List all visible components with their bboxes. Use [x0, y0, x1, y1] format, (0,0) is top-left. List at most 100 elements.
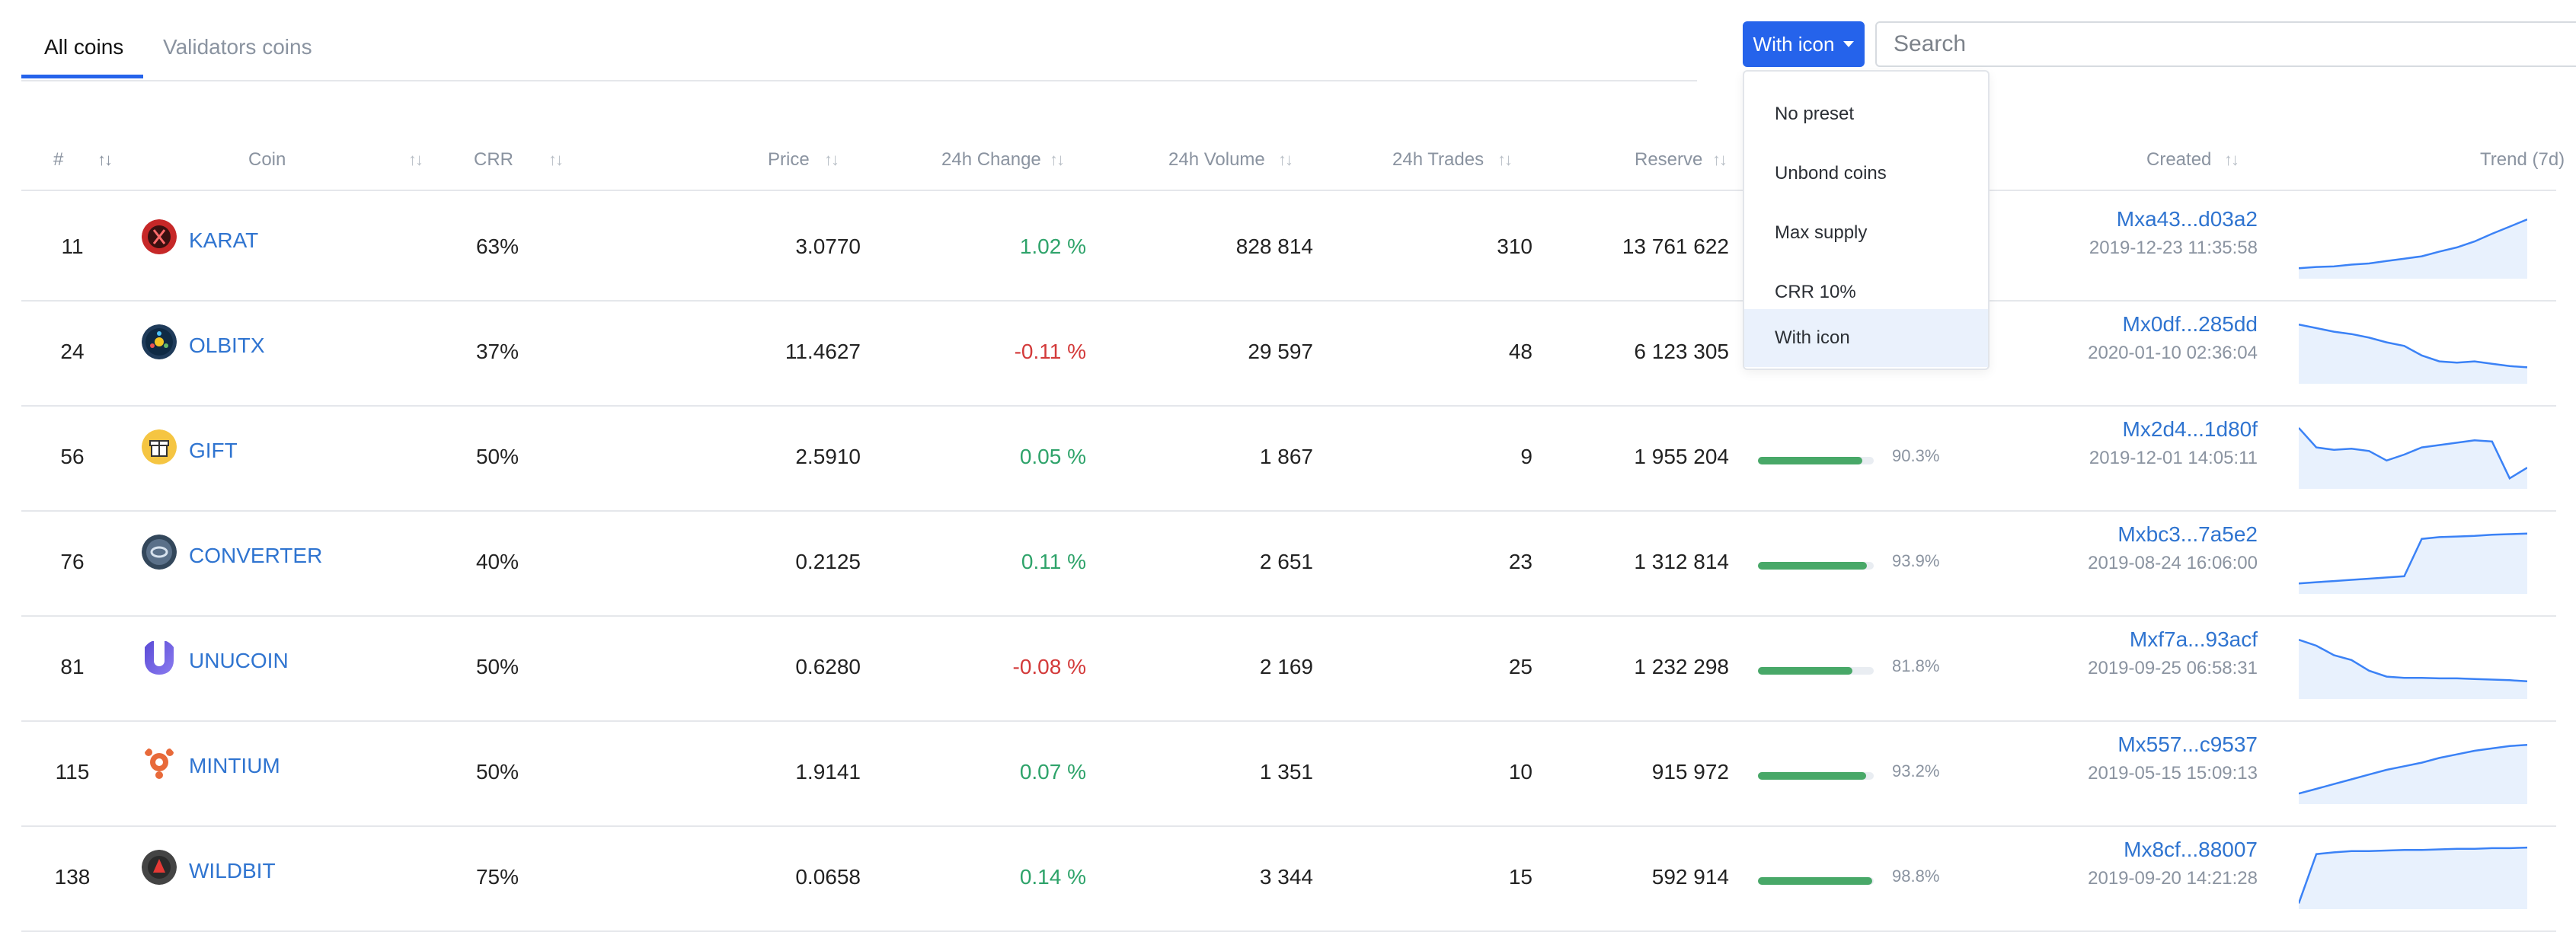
- table-row[interactable]: 115 MINTIUM 50% 1.9141 0.07 % 1 351 10 915 972 9…: [21, 720, 2556, 827]
- crr-cell: 50%: [475, 760, 519, 784]
- volume-cell: 2 651: [1259, 550, 1313, 573]
- volume-cell: 1 351: [1259, 760, 1313, 784]
- price-cell: 1.9141: [795, 760, 861, 784]
- supply-progress-bar: [1758, 877, 1874, 885]
- coin-link[interactable]: CONVERTER: [189, 544, 323, 567]
- creator-address-link[interactable]: Mx2d4...1d80f: [2122, 417, 2258, 441]
- created-date: 2019-12-01 14:05:11: [2089, 448, 2258, 468]
- header-trend: Trend (7d): [2480, 149, 2565, 170]
- price-cell: 0.6280: [795, 655, 861, 678]
- search-input[interactable]: [1875, 21, 2576, 67]
- price-cell: 11.4627: [785, 340, 861, 363]
- crr-cell: 40%: [475, 550, 519, 573]
- header-reserve[interactable]: Reserve: [1635, 149, 1703, 170]
- unucoin-coin-icon: [142, 640, 177, 675]
- header-price[interactable]: Price: [768, 149, 810, 170]
- preset-button-label: With icon: [1753, 32, 1835, 56]
- preset-option-crr-10[interactable]: CRR 10%: [1775, 282, 1856, 302]
- coin-link[interactable]: WILDBIT: [189, 859, 276, 883]
- header-24h-volume[interactable]: 24h Volume: [1168, 149, 1265, 170]
- rank-cell: 56: [60, 445, 85, 468]
- crr-cell: 63%: [475, 235, 519, 258]
- sort-crr-icon[interactable]: ↑↓: [548, 150, 564, 169]
- supply-progress-label: 98.8%: [1892, 867, 1940, 886]
- preset-option-max-supply[interactable]: Max supply: [1775, 222, 1868, 243]
- trades-cell: 310: [1497, 235, 1532, 258]
- price-cell: 2.5910: [795, 445, 861, 468]
- reserve-cell: 915 972: [1651, 760, 1729, 784]
- table-row[interactable]: 81 UNUCOIN 50% 0.6280 -0.08 % 2 169 25 1 232 29…: [21, 615, 2556, 722]
- rank-cell: 138: [54, 865, 91, 889]
- header-24h-trades[interactable]: 24h Trades: [1392, 149, 1485, 170]
- preset-dropdown-button[interactable]: With icon: [1743, 21, 1865, 67]
- tab-all-coins[interactable]: All coins: [44, 35, 124, 59]
- trades-cell: 15: [1508, 865, 1532, 889]
- rank-cell: 76: [60, 550, 85, 573]
- creator-address-link[interactable]: Mx8cf...88007: [2124, 838, 2258, 861]
- preset-option-with-icon[interactable]: With icon: [1744, 309, 1988, 367]
- sort-coin-icon[interactable]: ↑↓: [408, 150, 423, 169]
- created-date: 2019-05-15 15:09:13: [2088, 763, 2258, 784]
- tabs-divider: [21, 80, 1697, 81]
- trend-sparkline: [2299, 427, 2527, 489]
- trend-sparkline: [2299, 219, 2527, 279]
- volume-cell: 2 169: [1259, 655, 1313, 678]
- trades-cell: 25: [1508, 655, 1532, 678]
- header-coin[interactable]: Coin: [248, 149, 286, 170]
- volume-cell: 828 814: [1235, 235, 1313, 258]
- header-rank[interactable]: #: [53, 149, 64, 170]
- trend-sparkline: [2299, 639, 2527, 699]
- preset-option-no-preset[interactable]: No preset: [1775, 104, 1855, 124]
- trend-sparkline: [2299, 743, 2527, 804]
- karat-coin-icon: [142, 219, 177, 254]
- trades-cell: 48: [1508, 340, 1532, 363]
- caret-down-icon: [1843, 41, 1855, 47]
- coin-link[interactable]: GIFT: [189, 439, 238, 462]
- header-24h-change[interactable]: 24h Change: [941, 149, 1041, 170]
- trades-cell: 10: [1508, 760, 1532, 784]
- creator-address-link[interactable]: Mxbc3...7a5e2: [2117, 522, 2258, 546]
- sort-rank-icon[interactable]: ↑↓: [97, 150, 113, 169]
- coin-link[interactable]: KARAT: [189, 228, 259, 252]
- trades-cell: 9: [1520, 445, 1532, 468]
- tab-validators-coins[interactable]: Validators coins: [163, 35, 312, 59]
- preset-option-unbond-coins[interactable]: Unbond coins: [1775, 163, 1887, 184]
- table-row[interactable]: 138 WILDBIT 75% 0.0658 0.14 % 3 344 15 592 914 9…: [21, 825, 2556, 932]
- rank-cell: 11: [61, 235, 84, 258]
- sort-price-icon[interactable]: ↑↓: [824, 150, 839, 169]
- table-row[interactable]: 24 OLBITX 37% 11.4627 -0.11 % 29 597 48 6 123 3…: [21, 300, 2556, 407]
- coin-link[interactable]: UNUCOIN: [189, 649, 289, 672]
- converter-coin-icon: [142, 535, 177, 570]
- volume-cell: 29 597: [1248, 340, 1313, 363]
- change-cell: 0.05 %: [1019, 445, 1086, 468]
- reserve-cell: 13 761 622: [1622, 235, 1729, 258]
- creator-address-link[interactable]: Mxf7a...93acf: [2129, 627, 2258, 651]
- table-row[interactable]: 56 GIFT 50% 2.5910 0.05 % 1 867 9 1 955 204 90.3…: [21, 405, 2556, 512]
- header-crr[interactable]: CRR: [474, 149, 513, 170]
- rank-cell: 81: [60, 655, 85, 678]
- coin-link[interactable]: OLBITX: [189, 334, 265, 357]
- creator-address-link[interactable]: Mx557...c9537: [2117, 733, 2258, 756]
- sort-trades-icon[interactable]: ↑↓: [1497, 150, 1513, 169]
- sort-change-icon[interactable]: ↑↓: [1050, 150, 1065, 169]
- table-row[interactable]: 11 KARAT 63% 3.0770 1.02 % 828 814 310 13 761 6…: [21, 195, 2556, 302]
- header-created[interactable]: Created: [2146, 149, 2212, 170]
- table-row[interactable]: 76 CONVERTER 40% 0.2125 0.11 % 2 651 23 1 312 8…: [21, 510, 2556, 617]
- active-tab-underline: [21, 75, 143, 78]
- sort-reserve-icon[interactable]: ↑↓: [1712, 150, 1727, 169]
- trend-sparkline: [2299, 846, 2527, 909]
- change-cell: 1.02 %: [1019, 235, 1086, 258]
- created-date: 2019-08-24 16:06:00: [2088, 553, 2258, 573]
- creator-address-link[interactable]: Mx0df...285dd: [2122, 312, 2258, 336]
- created-date: 2020-01-10 02:36:04: [2088, 343, 2258, 363]
- coin-link[interactable]: MINTIUM: [189, 754, 280, 777]
- created-date: 2019-09-20 14:21:28: [2088, 868, 2258, 889]
- sort-volume-icon[interactable]: ↑↓: [1278, 150, 1293, 169]
- creator-address-link[interactable]: Mxa43...d03a2: [2116, 207, 2258, 231]
- sort-created-icon[interactable]: ↑↓: [2224, 150, 2239, 169]
- reserve-cell: 592 914: [1651, 865, 1729, 889]
- olbitx-coin-icon: [142, 324, 177, 359]
- change-cell: 0.14 %: [1019, 865, 1086, 889]
- mintium-coin-icon: [142, 745, 177, 780]
- supply-progress-label: 90.3%: [1892, 446, 1940, 465]
